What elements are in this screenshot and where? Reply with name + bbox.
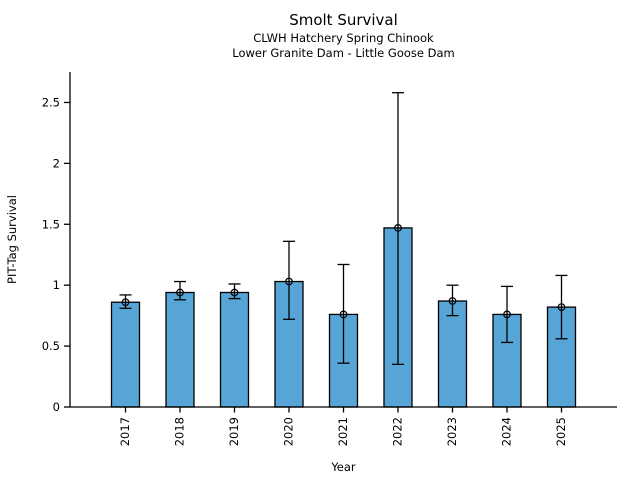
y-tick-label-2: 2 xyxy=(53,156,60,170)
x-tick-label-2020: 2020 xyxy=(282,417,296,446)
point-marker-2017 xyxy=(121,298,130,307)
point-marker-2022 xyxy=(394,224,402,232)
point-marker-2024 xyxy=(503,310,511,319)
x-tick-label-2024: 2024 xyxy=(500,417,514,446)
y-tick-label-0.5: 0.5 xyxy=(42,339,60,353)
x-tick-label-2025: 2025 xyxy=(554,417,568,446)
x-tick-label-2022: 2022 xyxy=(391,417,405,446)
chart-title: Smolt Survival xyxy=(289,11,398,29)
point-marker-2023 xyxy=(448,297,457,305)
point-marker-2018 xyxy=(176,288,184,297)
bar-2019 xyxy=(219,291,250,408)
bar-2018 xyxy=(165,291,195,408)
x-tick-label-2017: 2017 xyxy=(118,417,132,446)
bar-2017 xyxy=(110,301,141,408)
x-axis-label: Year xyxy=(330,460,356,474)
y-tick-label-0: 0 xyxy=(53,400,60,414)
bar-2023 xyxy=(437,300,468,408)
y-axis-label: PIT-Tag Survival xyxy=(5,195,19,284)
point-marker-2019 xyxy=(230,288,239,297)
point-marker-2025 xyxy=(557,303,566,312)
chart-subtitle-line2: Lower Granite Dam - Little Goose Dam xyxy=(232,46,455,60)
x-tick-label-2021: 2021 xyxy=(336,417,350,446)
y-tick-label-1.5: 1.5 xyxy=(42,217,60,231)
chart-subtitle-line1: CLWH Hatchery Spring Chinook xyxy=(253,31,434,45)
point-marker-2021 xyxy=(339,310,348,319)
y-tick-label-2.5: 2.5 xyxy=(42,95,60,109)
x-tick-label-2019: 2019 xyxy=(227,417,241,446)
x-tick-label-2023: 2023 xyxy=(445,417,459,446)
y-tick-label-1: 1 xyxy=(53,278,60,292)
point-marker-2020 xyxy=(285,277,293,286)
x-tick-label-2018: 2018 xyxy=(173,417,187,446)
